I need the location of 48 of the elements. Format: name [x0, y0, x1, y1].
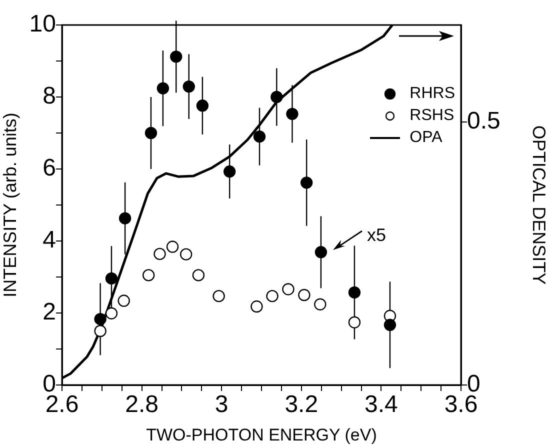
y-axis-title: INTENSITY (arb. units)	[0, 112, 20, 298]
x-tick-label: 3.4	[364, 391, 398, 418]
point	[166, 240, 179, 253]
point	[348, 316, 361, 328]
point	[314, 298, 326, 310]
point	[384, 318, 396, 331]
x-tick-label: 3	[214, 391, 228, 418]
y2-tick-label: 0.5	[467, 107, 500, 134]
point	[142, 269, 155, 282]
point	[105, 272, 118, 285]
y-tick-label: 4	[42, 226, 56, 254]
point	[212, 290, 225, 302]
point	[180, 248, 192, 260]
annotation: x5	[366, 225, 386, 246]
y2-axis-title: OPTICAL DENSITY	[529, 125, 550, 285]
point	[118, 212, 132, 224]
y-tick-label: 10	[29, 10, 56, 38]
point	[270, 90, 283, 104]
point	[250, 300, 263, 313]
point	[144, 126, 158, 140]
point	[94, 313, 106, 326]
point	[300, 176, 313, 189]
point	[105, 307, 118, 320]
legend-label: RSHS	[410, 106, 454, 126]
x-axis-title: TWO-PHOTON ENERGY (eV)	[146, 425, 377, 444]
point	[314, 246, 328, 258]
point	[282, 283, 294, 296]
point	[118, 294, 130, 307]
x-tick-label: 3.2	[284, 391, 318, 418]
point	[156, 82, 170, 94]
point	[196, 100, 209, 112]
point	[253, 130, 266, 143]
x-tick-label: 2.8	[125, 391, 158, 418]
y-tick-label: 8	[42, 82, 56, 110]
y-tick-label: 2	[42, 298, 56, 326]
point	[182, 80, 195, 93]
point	[348, 286, 361, 299]
point	[298, 288, 310, 302]
point	[170, 50, 182, 63]
point	[154, 248, 166, 260]
point	[94, 324, 106, 338]
legend-label: OPA	[410, 128, 442, 148]
point	[266, 290, 278, 302]
point	[286, 108, 298, 120]
point	[192, 269, 205, 282]
legend-label: RHRS	[410, 84, 455, 104]
point	[223, 165, 236, 178]
y-tick-label: 6	[42, 154, 56, 182]
